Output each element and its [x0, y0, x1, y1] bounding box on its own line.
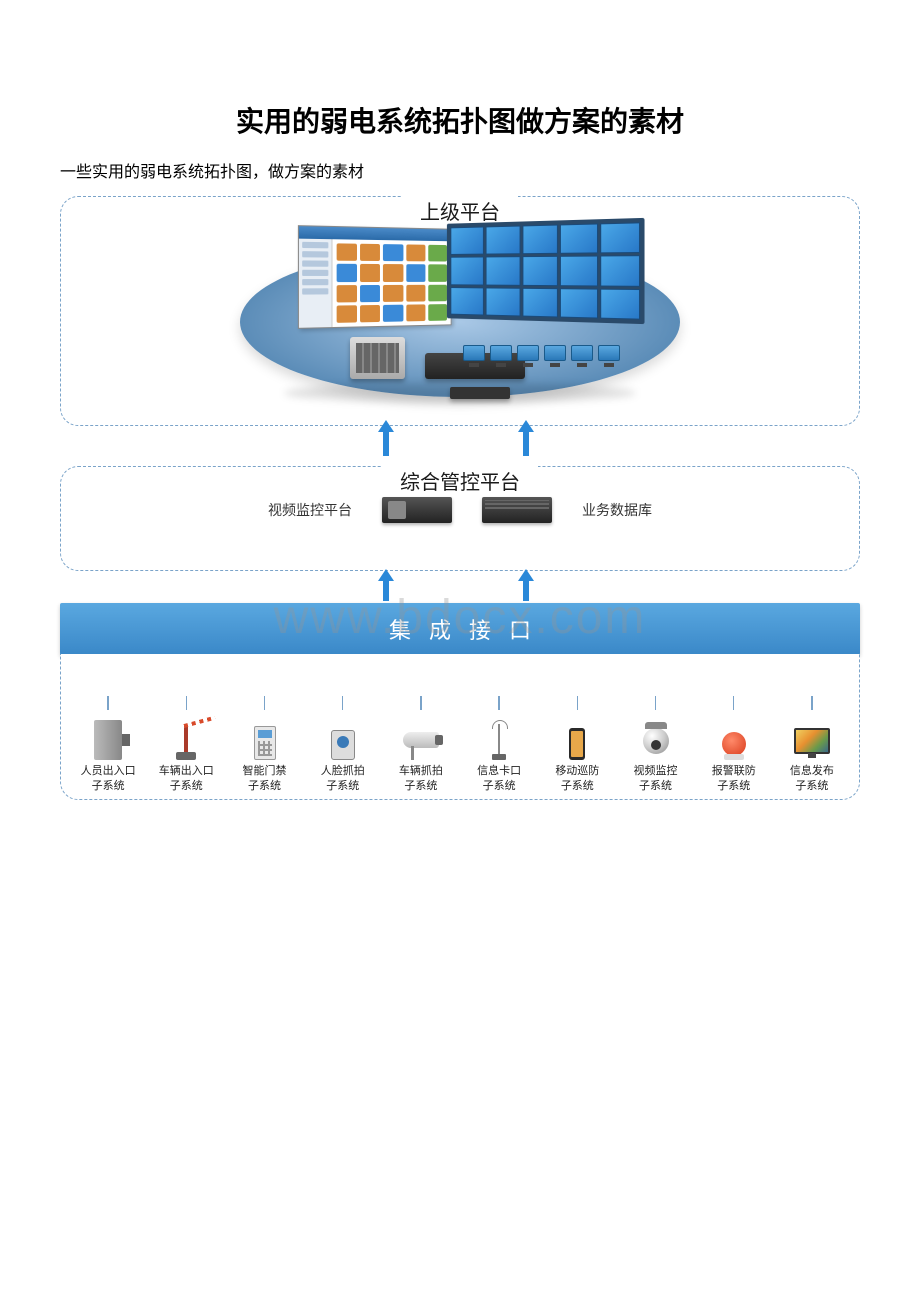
software-window-icon [298, 225, 452, 329]
tier-management-platform: 综合管控平台 视频监控平台 业务数据库 [60, 466, 860, 571]
keyboard-icon [450, 387, 510, 399]
dome-icon [635, 710, 677, 760]
gate-icon [87, 710, 129, 760]
display-icon [791, 710, 833, 760]
subsystem-label: 视频监控 子系统 [634, 764, 678, 793]
database-device-icon [482, 497, 552, 523]
integration-interface-bar: 集成接口 [60, 603, 860, 655]
subsystem-item: 移动巡防 子系统 [538, 710, 616, 793]
barrier-icon [165, 710, 207, 760]
nas-icon [350, 337, 405, 379]
subsystem-item: 人员出入口 子系统 [69, 710, 147, 793]
arrow-up-icon [520, 420, 532, 456]
page-subtitle: 一些实用的弱电系统拓扑图，做方案的素材 [60, 158, 860, 182]
video-wall-icon [447, 218, 645, 324]
arrow-up-icon [520, 569, 532, 601]
antenna-icon [478, 710, 520, 760]
arrows-tier2-tier3 [60, 571, 860, 603]
arrows-tier1-tier2 [60, 446, 860, 466]
subsystem-item: 车辆出入口 子系统 [147, 710, 225, 793]
subsystem-label: 报警联防 子系统 [712, 764, 756, 793]
subsystem-item: 智能门禁 子系统 [225, 710, 303, 793]
camera-icon [400, 710, 442, 760]
subsystem-label: 智能门禁 子系统 [243, 764, 287, 793]
workstations-icon [463, 345, 620, 367]
platform-oval [240, 247, 680, 397]
face-icon [322, 710, 364, 760]
tier-upper-platform: 上级平台 [60, 196, 860, 426]
tier2-right-label: 业务数据库 [582, 500, 652, 520]
arrow-up-icon [380, 420, 392, 456]
subsystem-label: 人员出入口 子系统 [81, 764, 136, 793]
video-platform-device-icon [382, 497, 452, 523]
page-title: 实用的弱电系统拓扑图做方案的素材 [60, 100, 860, 140]
subsystem-label: 移动巡防 子系统 [555, 764, 599, 793]
phone-icon [556, 710, 598, 760]
subsystem-item: 信息卡口 子系统 [460, 710, 538, 793]
subsystem-item: 人脸抓拍 子系统 [304, 710, 382, 793]
keypad-icon [244, 710, 286, 760]
alarm-icon [713, 710, 755, 760]
subsystem-label: 信息卡口 子系统 [477, 764, 521, 793]
tier1-title: 上级平台 [402, 196, 518, 225]
subsystem-item: 视频监控 子系统 [616, 710, 694, 793]
subsystem-label: 人脸抓拍 子系统 [321, 764, 365, 793]
subsystem-item: 报警联防 子系统 [695, 710, 773, 793]
arrow-up-icon [380, 569, 392, 601]
subsystem-label: 车辆抓拍 子系统 [399, 764, 443, 793]
subsystem-item: 车辆抓拍 子系统 [382, 710, 460, 793]
subsystem-label: 信息发布 子系统 [790, 764, 834, 793]
tier-subsystems: 人员出入口 子系统车辆出入口 子系统智能门禁 子系统 人脸抓拍 子系统 车辆抓拍 子… [60, 654, 860, 800]
subsystem-label: 车辆出入口 子系统 [159, 764, 214, 793]
tier2-left-label: 视频监控平台 [268, 500, 352, 520]
topology-diagram: 上级平台 [60, 196, 860, 800]
tier2-title: 综合管控平台 [382, 466, 538, 495]
subsystem-item: 信息发布 子系统 [773, 710, 851, 793]
